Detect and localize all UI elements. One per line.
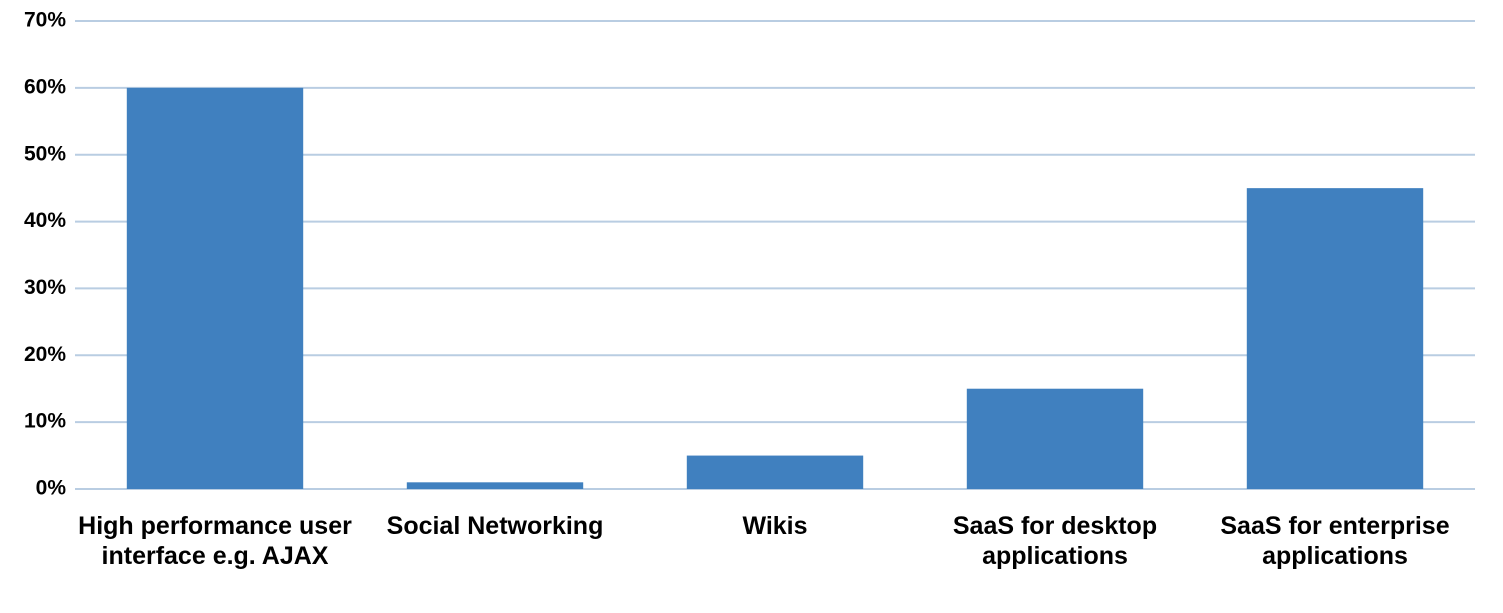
y-tick-label: 20% bbox=[24, 343, 66, 366]
x-tick-label-box: Social Networking bbox=[386, 512, 604, 540]
y-tick-label: 0% bbox=[36, 477, 67, 500]
x-tick-label-box: SaaS for enterprise applications bbox=[1220, 512, 1450, 570]
x-tick-label: SaaS for enterprise applications bbox=[1220, 512, 1450, 570]
bar bbox=[1246, 188, 1424, 489]
y-tick-label: 40% bbox=[24, 209, 66, 232]
bar bbox=[686, 455, 864, 489]
y-tick-label: 30% bbox=[24, 276, 66, 299]
bar bbox=[406, 482, 584, 489]
x-tick-label-box: Wikis bbox=[742, 512, 808, 540]
bar bbox=[966, 388, 1144, 489]
x-tick-label: High performance user interface e.g. AJA… bbox=[78, 512, 352, 570]
x-tick-label-box: High performance user interface e.g. AJA… bbox=[78, 512, 352, 570]
x-tick-label: Social Networking bbox=[386, 512, 604, 540]
y-tick-label: 10% bbox=[24, 410, 66, 433]
y-tick-label: 50% bbox=[24, 142, 66, 165]
y-tick-label: 70% bbox=[24, 9, 66, 32]
x-tick-label: SaaS for desktop applications bbox=[952, 512, 1158, 570]
x-tick-label-box: SaaS for desktop applications bbox=[952, 512, 1158, 570]
y-tick-label: 60% bbox=[24, 75, 66, 98]
bar bbox=[126, 87, 304, 489]
x-tick-label: Wikis bbox=[742, 512, 808, 540]
